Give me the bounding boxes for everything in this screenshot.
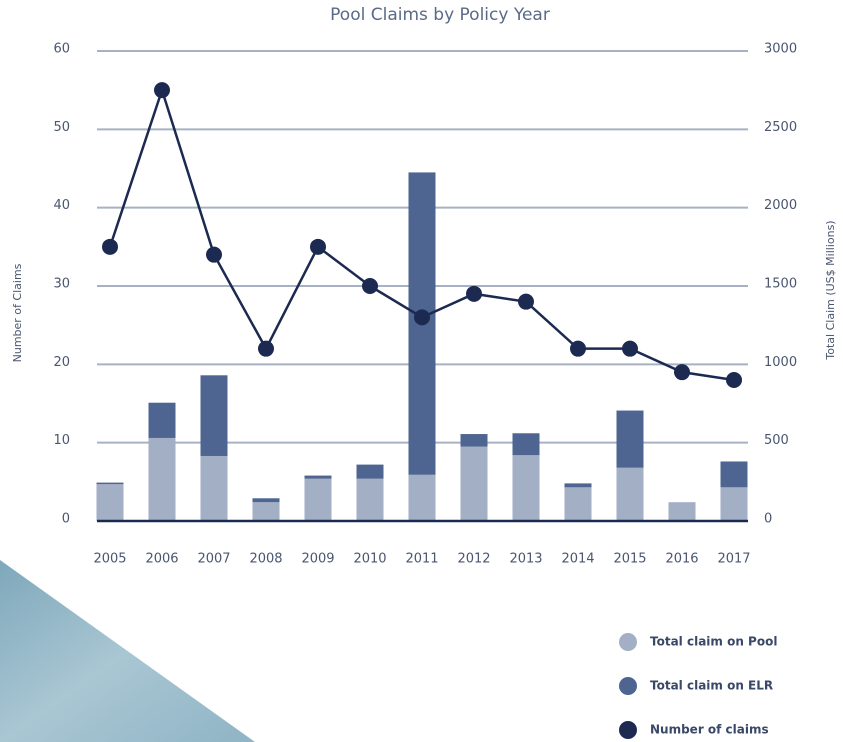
bar [201,375,228,456]
y2-tick-label: 3000 [764,42,797,57]
point [310,239,326,255]
bar [721,461,748,487]
point [726,372,742,388]
point [362,278,378,294]
chart-title: Pool Claims by Policy Year [330,5,550,25]
legend-text: Total claim on ELR [650,679,773,693]
bar [201,456,228,521]
x-tick-label: 2016 [665,552,698,567]
bar [721,487,748,521]
legend-text: Total claim on Pool [650,635,777,649]
bar [617,411,644,468]
bar [253,502,280,521]
bar [565,487,592,521]
point [570,341,586,357]
bar [305,479,332,521]
y-tick-label: 20 [53,355,70,370]
point [154,82,170,98]
y-tick-label: 60 [53,42,70,57]
bar [513,433,540,455]
legend-text: Number of claims [650,723,769,737]
bar [253,498,280,502]
x-tick-label: 2015 [613,552,646,567]
point [674,364,690,380]
x-tick-label: 2011 [405,552,438,567]
x-tick-label: 2006 [145,552,178,567]
bar [149,403,176,438]
point [622,341,638,357]
bar [305,476,332,479]
y2-tick-label: 1500 [764,277,797,292]
y-axis-label: Number of Claims [11,263,24,362]
bar [97,483,124,485]
x-tick-label: 2012 [457,552,490,567]
legend-marker [619,721,637,739]
x-tick-label: 2010 [353,552,386,567]
legend-marker [619,677,637,695]
x-tick-label: 2005 [93,552,126,567]
y-tick-label: 0 [62,512,70,527]
bar [357,465,384,479]
x-tick-label: 2014 [561,552,594,567]
point [206,247,222,263]
x-tick-label: 2009 [301,552,334,567]
y2-tick-label: 500 [764,433,789,448]
y2-axis-label: Total Claim (US$ Millions) [824,220,837,360]
legend-marker [619,633,637,651]
y2-tick-label: 0 [764,512,772,527]
bar [617,468,644,521]
y-tick-label: 40 [53,198,70,213]
point [518,294,534,310]
bar [461,434,488,447]
point [258,341,274,357]
bar [565,483,592,487]
y2-tick-label: 1000 [764,355,797,370]
point [466,286,482,302]
x-tick-label: 2013 [509,552,542,567]
chart: Pool Claims by Policy Year Number of Cla… [0,0,843,742]
bar [97,484,124,521]
y2-tick-label: 2000 [764,198,797,213]
y-tick-label: 50 [53,120,70,135]
decoration [0,560,255,742]
x-tick-label: 2017 [717,552,750,567]
x-tick-label: 2007 [197,552,230,567]
x-tick-label: 2008 [249,552,282,567]
y2-tick-label: 2500 [764,120,797,135]
bar [357,479,384,521]
bar [409,475,436,521]
point [414,309,430,325]
bar [513,455,540,521]
bar [669,502,696,521]
y-tick-label: 10 [53,433,70,448]
y-tick-label: 30 [53,277,70,292]
bar [461,447,488,521]
point [102,239,118,255]
bar [149,438,176,521]
